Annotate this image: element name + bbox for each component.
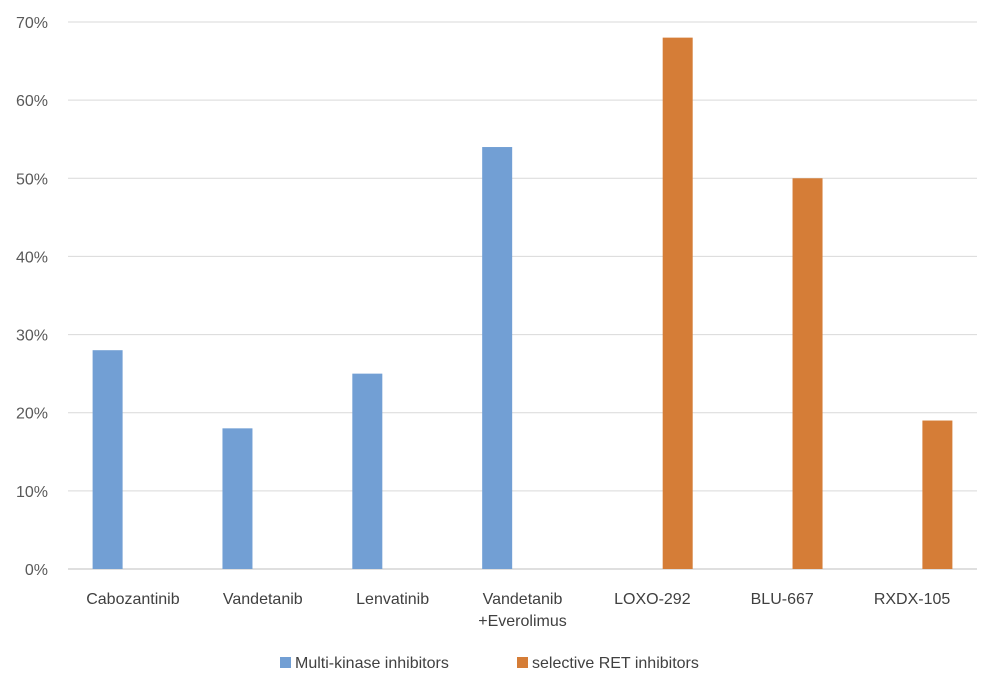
- x-category-label: Vandetanib: [223, 591, 303, 608]
- x-category-label: RXDX-105: [874, 591, 951, 608]
- y-tick-label: 40%: [16, 249, 48, 266]
- x-category-label: Vandetanib: [483, 591, 563, 608]
- y-tick-label: 0%: [25, 562, 48, 579]
- bar: [662, 37, 693, 570]
- y-axis-tick-labels: 0% 10% 20% 30% 40% 50% 60% 70%: [16, 15, 48, 579]
- legend-swatch: [280, 657, 291, 668]
- y-tick-label: 60%: [16, 93, 48, 110]
- x-category-label: +Everolimus: [478, 613, 566, 630]
- bars: [92, 37, 953, 570]
- bar: [222, 428, 253, 569]
- x-category-label: Lenvatinib: [356, 591, 429, 608]
- bar: [792, 178, 823, 570]
- legend-label: selective RET inhibitors: [532, 655, 699, 672]
- x-category-label: Cabozantinib: [86, 591, 180, 608]
- x-category-label: BLU-667: [751, 591, 814, 608]
- legend-swatch: [517, 657, 528, 668]
- legend-label: Multi-kinase inhibitors: [295, 655, 449, 672]
- gridlines: [68, 21, 977, 570]
- bar: [922, 420, 953, 569]
- y-tick-label: 70%: [16, 15, 48, 32]
- x-axis-category-labels: Cabozantinib Vandetanib Lenvatinib Vandetan…: [86, 591, 950, 630]
- y-tick-label: 30%: [16, 328, 48, 345]
- y-tick-label: 10%: [16, 484, 48, 501]
- x-category-label: LOXO-292: [614, 591, 691, 608]
- bar: [92, 350, 123, 569]
- bar: [482, 147, 513, 569]
- legend: Multi-kinase inhibitors selective RET inh…: [280, 655, 699, 672]
- y-tick-label: 20%: [16, 406, 48, 423]
- y-tick-label: 50%: [16, 171, 48, 188]
- bar: [352, 373, 383, 569]
